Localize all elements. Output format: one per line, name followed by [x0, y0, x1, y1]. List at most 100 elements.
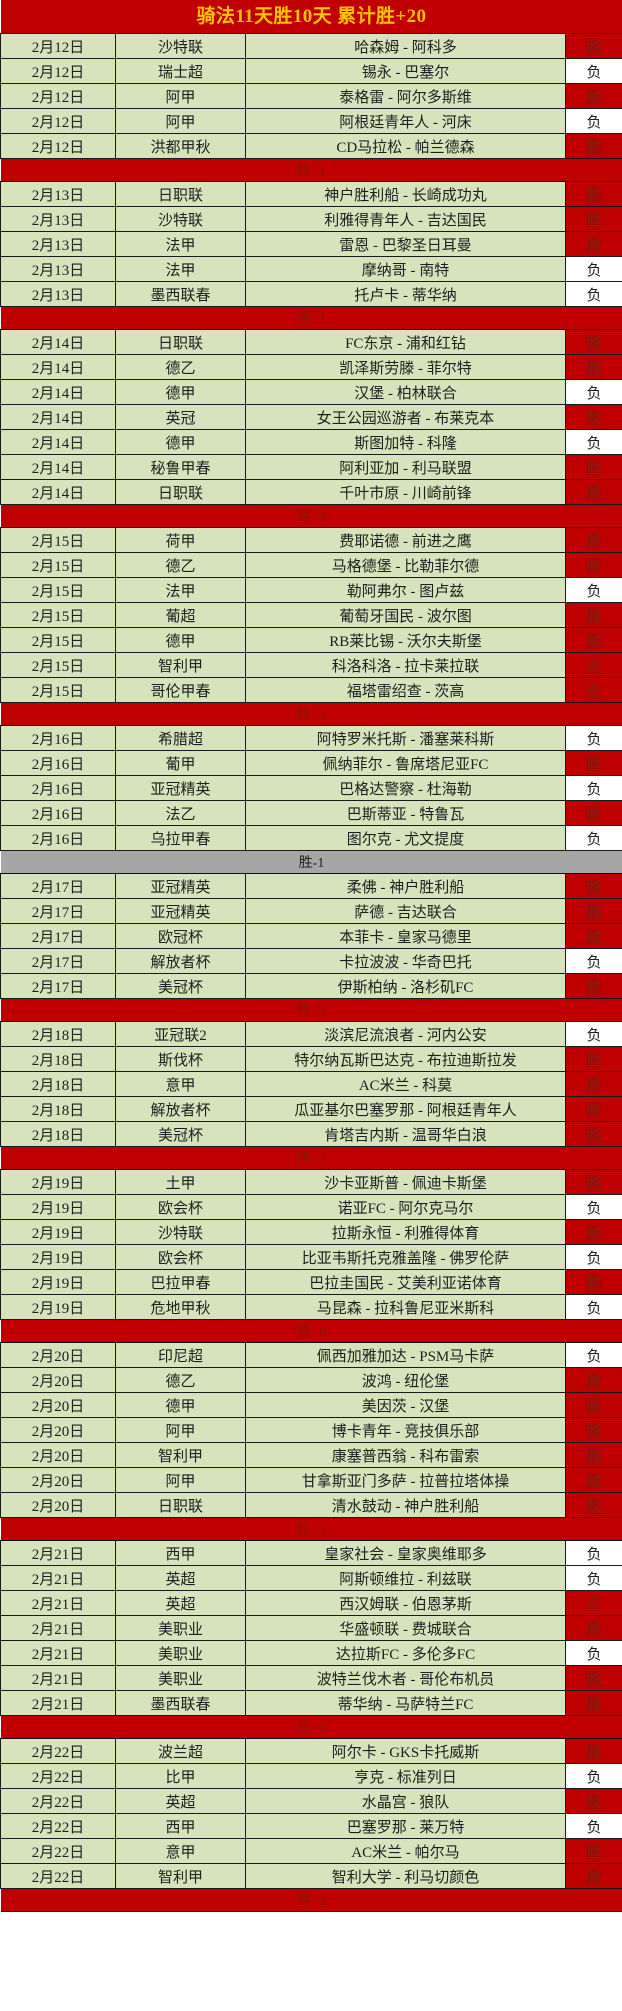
- match-date: 2月21日: [0, 1640, 116, 1666]
- match-date: 2月13日: [0, 181, 116, 207]
- status-badge: 负: [565, 1540, 622, 1566]
- league-name: 德甲: [115, 1392, 246, 1418]
- match-fixture: FC东京 - 浦和红钻: [245, 329, 566, 355]
- match-date: 2月19日: [0, 1244, 116, 1270]
- status-badge: 胜: [565, 898, 622, 924]
- table-row: 2月16日 希腊超 阿特罗米托斯 - 潘塞莱科斯负: [0, 725, 622, 751]
- table-title-cell: 骑法11天胜10天 累计胜+20: [0, 0, 622, 34]
- summary-separator-row: 胜+5: [0, 1517, 622, 1541]
- status-badge: 胜: [565, 1096, 622, 1122]
- match-date: 2月15日: [0, 552, 116, 578]
- table-title-row: 骑法11天胜10天 累计胜+20: [0, 0, 622, 34]
- league-name: 欧会杯: [115, 1244, 246, 1270]
- match-date: 2月14日: [0, 354, 116, 380]
- league-name: 亚冠精英: [115, 898, 246, 924]
- match-date: 2月14日: [0, 479, 116, 505]
- table-row: 2月13日 法甲 雷恩 - 巴黎圣日耳曼胜: [0, 231, 622, 257]
- table-row: 2月20日 智利甲 康塞普西翁 - 科布雷索胜: [0, 1442, 622, 1468]
- page-title: 骑法11天胜10天 累计胜+20: [196, 6, 427, 27]
- table-row: 2月17日 解放者杯 卡拉波波 - 华奇巴托负: [0, 948, 622, 974]
- match-date: 2月13日: [0, 281, 116, 307]
- table-row: 2月21日 美职业 波特兰伐木者 - 哥伦布机员胜: [0, 1665, 622, 1691]
- match-fixture: 柔佛 - 神户胜利船: [245, 873, 566, 899]
- status-badge: 负: [565, 379, 622, 405]
- match-fixture: 哈森姆 - 阿科多: [245, 33, 566, 59]
- status-badge: 胜: [565, 231, 622, 257]
- match-fixture: 勒阿弗尔 - 图卢兹: [245, 577, 566, 603]
- status-badge: 胜: [565, 1838, 622, 1864]
- match-fixture: AC米兰 - 科莫: [245, 1071, 566, 1097]
- status-badge: 胜: [565, 1788, 622, 1814]
- table-row: 2月16日 亚冠精英 巴格达警察 - 杜海勒负: [0, 775, 622, 801]
- status-badge: 胜: [565, 1492, 622, 1518]
- match-fixture: 巴塞罗那 - 莱万特: [245, 1813, 566, 1839]
- table-row: 2月22日 波兰超 阿尔卡 - GKS卡托威斯胜: [0, 1738, 622, 1764]
- status-badge: 负: [565, 775, 622, 801]
- match-fixture: 达拉斯FC - 多伦多FC: [245, 1640, 566, 1666]
- table-row: 2月18日 斯伐杯 特尔纳瓦斯巴达克 - 布拉迪斯拉发胜: [0, 1046, 622, 1072]
- league-name: 墨西联春: [115, 1690, 246, 1716]
- match-fixture: 本菲卡 - 皇家马德里: [245, 923, 566, 949]
- league-name: 日职联: [115, 329, 246, 355]
- match-fixture: 阿利亚加 - 利马联盟: [245, 454, 566, 480]
- table-row: 2月21日 美职业 达拉斯FC - 多伦多FC 负: [0, 1640, 622, 1666]
- match-date: 2月15日: [0, 652, 116, 678]
- status-badge: 胜: [565, 527, 622, 553]
- match-fixture: 摩纳哥 - 南特: [245, 256, 566, 282]
- match-fixture: 女王公园巡游者 - 布莱克本: [245, 404, 566, 430]
- league-name: 沙特联: [115, 206, 246, 232]
- table-row: 2月17日 亚冠精英 萨德 - 吉达联合胜: [0, 898, 622, 924]
- match-date: 2月16日: [0, 725, 116, 751]
- table-row: 2月19日 欧会杯 诺亚FC - 阿尔克马尔负: [0, 1194, 622, 1220]
- status-badge: 胜: [565, 181, 622, 207]
- match-fixture: 特尔纳瓦斯巴达克 - 布拉迪斯拉发: [245, 1046, 566, 1072]
- table-row: 2月15日 法甲 勒阿弗尔 - 图卢兹负: [0, 577, 622, 603]
- table-row: 2月20日 印尼超 佩西加雅加达 - PSM马卡萨负: [0, 1342, 622, 1368]
- table-row: 2月15日 德甲 RB莱比锡 - 沃尔夫斯堡胜: [0, 627, 622, 653]
- match-fixture: 亨克 - 标准列日: [245, 1763, 566, 1789]
- status-badge: 负: [565, 108, 622, 134]
- match-date: 2月17日: [0, 973, 116, 999]
- status-badge: 走: [565, 677, 622, 703]
- table-row: 2月13日 日职联 神户胜利船 - 长崎成功丸胜: [0, 181, 622, 207]
- league-name: 欧冠杯: [115, 923, 246, 949]
- match-fixture: 沙卡亚斯普 - 佩迪卡斯堡: [245, 1169, 566, 1195]
- match-fixture: 阿尔卡 - GKS卡托威斯: [245, 1738, 566, 1764]
- match-date: 2月19日: [0, 1169, 116, 1195]
- match-fixture: 皇家社会 - 皇家奥维耶多: [245, 1540, 566, 1566]
- league-name: 意甲: [115, 1071, 246, 1097]
- status-badge: 负: [565, 256, 622, 282]
- match-date: 2月16日: [0, 800, 116, 826]
- status-badge: 胜: [565, 1269, 622, 1295]
- match-fixture: 斯图加特 - 科隆: [245, 429, 566, 455]
- match-date: 2月12日: [0, 33, 116, 59]
- match-fixture: 萨德 - 吉达联合: [245, 898, 566, 924]
- match-fixture: 瓜亚基尔巴塞罗那 - 阿根廷青年人: [245, 1096, 566, 1122]
- match-date: 2月21日: [0, 1615, 116, 1641]
- status-badge: 胜: [565, 1467, 622, 1493]
- summary-label: 胜+1: [0, 306, 622, 330]
- table-row: 2月13日 沙特联 利雅得青年人 - 吉达国民胜: [0, 206, 622, 232]
- status-badge: 负: [565, 58, 622, 84]
- status-badge: 走: [565, 652, 622, 678]
- table-row: 2月18日 解放者杯 瓜亚基尔巴塞罗那 - 阿根廷青年人胜: [0, 1096, 622, 1122]
- status-badge: 负: [565, 1565, 622, 1591]
- table-row: 2月22日 意甲 AC米兰 - 帕尔马胜: [0, 1838, 622, 1864]
- match-date: 2月15日: [0, 602, 116, 628]
- table-row: 2月13日 法甲 摩纳哥 - 南特负: [0, 256, 622, 282]
- match-date: 2月14日: [0, 454, 116, 480]
- match-date: 2月14日: [0, 329, 116, 355]
- summary-label: 胜+3: [0, 1146, 622, 1170]
- status-badge: 胜: [565, 329, 622, 355]
- status-badge: 胜: [565, 1071, 622, 1097]
- table-row: 2月21日 英超 西汉姆联 - 伯恩茅斯走: [0, 1590, 622, 1616]
- status-badge: 胜: [565, 1169, 622, 1195]
- league-name: 葡超: [115, 602, 246, 628]
- match-fixture: 巴格达警察 - 杜海勒: [245, 775, 566, 801]
- table-row: 2月16日 乌拉甲春 图尔克 - 尤文提度负: [0, 825, 622, 851]
- league-name: 希腊超: [115, 725, 246, 751]
- summary-label: 胜+3: [0, 702, 622, 726]
- results-table: 骑法11天胜10天 累计胜+20 2月12日 沙特联 哈森姆 - 阿科多胜 2月12日…: [0, 0, 622, 1912]
- league-name: 英冠: [115, 404, 246, 430]
- status-badge: 负: [565, 1021, 622, 1047]
